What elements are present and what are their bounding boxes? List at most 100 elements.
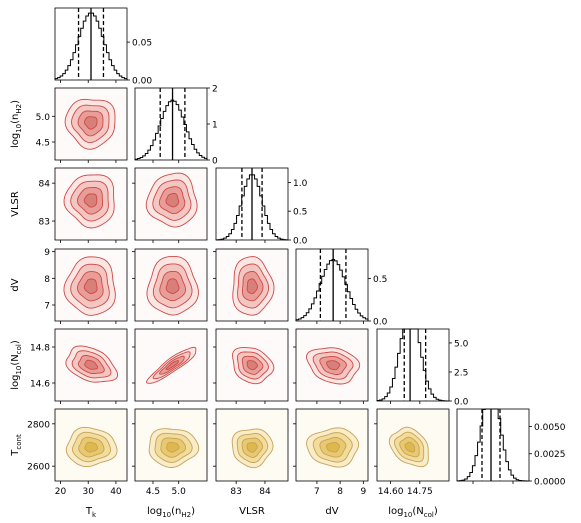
y-tick-label: 5.0 [454, 339, 469, 349]
x-tick-label: 14.60 [378, 487, 404, 497]
x-tick-label: 40 [110, 487, 122, 497]
x-tick-label: 84 [259, 487, 271, 497]
y-tick-label: 1 [212, 121, 218, 131]
contour-panel-dV-vs-VLSR [213, 248, 289, 324]
contour-panel-VLSR-vs-log10_nH2 [132, 167, 208, 243]
contour-level [404, 441, 416, 453]
panel-frame [54, 408, 128, 482]
panel-frame [376, 328, 450, 402]
y-tick-label: 7 [44, 302, 50, 312]
hist-panel-dV: 0.0 0.5 [295, 248, 388, 328]
panel-frame [54, 87, 128, 161]
contour-panel-VLSR-vs-T_k: 83 84 [39, 167, 128, 243]
contour-level [84, 441, 98, 453]
panel-frame [134, 408, 208, 482]
y-axis-label-dV: dV [10, 278, 21, 291]
y-tick-label: 2.5 [454, 368, 468, 378]
contour-level [84, 359, 99, 370]
histogram-step [134, 99, 208, 160]
y-tick-label: 0 [212, 157, 218, 167]
histogram-step [456, 408, 530, 482]
x-tick-label: 5.0 [172, 487, 187, 497]
y-tick-label: 2 [212, 85, 218, 95]
y-tick-label: 0.5 [293, 208, 307, 218]
contour-level [326, 441, 341, 453]
y-tick-label: 0.05 [132, 39, 152, 49]
contour-panel-T_cont-vs-log10_nH2: 4.5 5.0 [132, 408, 208, 497]
y-tick-label: 84 [39, 180, 51, 190]
panel-frame [54, 7, 128, 81]
y-tick-label: 2600 [27, 463, 50, 473]
x-tick-label: 30 [83, 487, 95, 497]
x-tick-label: 83 [230, 487, 241, 497]
panel-frame [295, 408, 369, 482]
contour-level [246, 360, 258, 371]
y-tick-label: 83 [39, 218, 50, 228]
panel-frame [134, 248, 208, 322]
hist-panel-log10_nH2: 0 1 2 [134, 85, 218, 167]
panel-frame [295, 248, 369, 322]
panel-frame [54, 167, 128, 241]
contour-level [165, 360, 179, 371]
contour-level [246, 278, 258, 295]
panel-frame [134, 328, 208, 402]
y-axis-label-VLSR: VLSR [10, 191, 21, 217]
panels-group: 0.00 0.05 0 1 2 0.0 0.5 1.0 0.0 0.5 0.0 2.5 5.0 0.000… [10, 7, 566, 519]
panel-frame [295, 328, 369, 402]
contour-level [165, 192, 180, 208]
y-tick-label: 4.5 [36, 139, 50, 149]
y-tick-label: 0.00 [132, 77, 152, 87]
panel-frame [215, 408, 289, 482]
contour-panel-dV-vs-T_k: 7 8 9 [44, 248, 128, 324]
hist-panel-T_k: 0.00 0.05 [54, 7, 152, 87]
x-tick-label: 14.75 [407, 487, 433, 497]
hist-panel-VLSR: 0.0 0.5 1.0 [215, 167, 308, 247]
y-tick-label: 0.0 [293, 237, 308, 247]
contour-level [83, 278, 98, 295]
x-axis-label-dV: dV [325, 506, 338, 517]
x-tick-label: 7 [314, 487, 320, 497]
y-tick-label: 1.0 [293, 179, 308, 189]
x-axis-label-log10_nH2: log10(nH2) [147, 506, 195, 519]
y-tick-label: 0.0000 [534, 478, 566, 488]
contour-panel-log10_nH2-vs-T_k: 4.5 5.0 [36, 87, 128, 163]
y-tick-label: 8 [44, 275, 50, 285]
contour-level [246, 442, 258, 453]
contour-panel-dV-vs-log10_nH2 [132, 248, 208, 324]
x-tick-label: 20 [55, 487, 67, 497]
panel-frame [215, 328, 289, 402]
hist-panel-T_cont: 0.0000 0.0025 0.0050 [456, 408, 566, 488]
contour-panel-log10_Ncol-vs-log10_nH2 [132, 328, 208, 404]
panel-frame [54, 328, 128, 402]
x-tick-label: 8 [337, 487, 343, 497]
panel-frame [456, 408, 530, 482]
x-tick-label: 4.5 [146, 487, 160, 497]
x-axis-label-VLSR: VLSR [239, 506, 265, 517]
y-tick-label: 0.5 [373, 275, 387, 285]
contour-level [83, 193, 98, 208]
contour-level [166, 442, 180, 453]
histogram-step [376, 328, 450, 402]
panel-frame [215, 167, 289, 241]
contour-panel-log10_Ncol-vs-VLSR [213, 328, 289, 404]
y-axis-label-T_cont: Tcont [10, 434, 23, 457]
hist-panel-log10_Ncol: 0.0 2.5 5.0 [376, 328, 469, 408]
y-tick-label: 14.6 [30, 380, 50, 390]
panel-frame [215, 248, 289, 322]
panel-frame [376, 408, 450, 482]
contour-panel-T_cont-vs-dV: 7 8 9 [293, 408, 369, 497]
x-axis-label-log10_Ncol: log10(Ncol) [388, 506, 438, 519]
contour-panel-T_cont-vs-VLSR: 83 84 [213, 408, 289, 497]
contour-level [165, 278, 180, 294]
y-tick-label: 2800 [27, 420, 50, 430]
x-axis-label-T_k: Tk [85, 506, 97, 519]
y-tick-label: 0.0025 [534, 450, 566, 460]
contour-panel-log10_Ncol-vs-T_k: 14.6 14.8 [30, 328, 128, 404]
y-tick-label: 0.0 [373, 318, 388, 328]
y-tick-label: 5.0 [36, 113, 51, 123]
contour-panel-T_cont-vs-log10_Ncol: 14.60 14.75 [374, 408, 450, 497]
y-axis-label-log10_Ncol: log10(Ncol) [10, 340, 23, 390]
y-tick-label: 14.8 [30, 344, 50, 354]
panel-frame [54, 248, 128, 322]
